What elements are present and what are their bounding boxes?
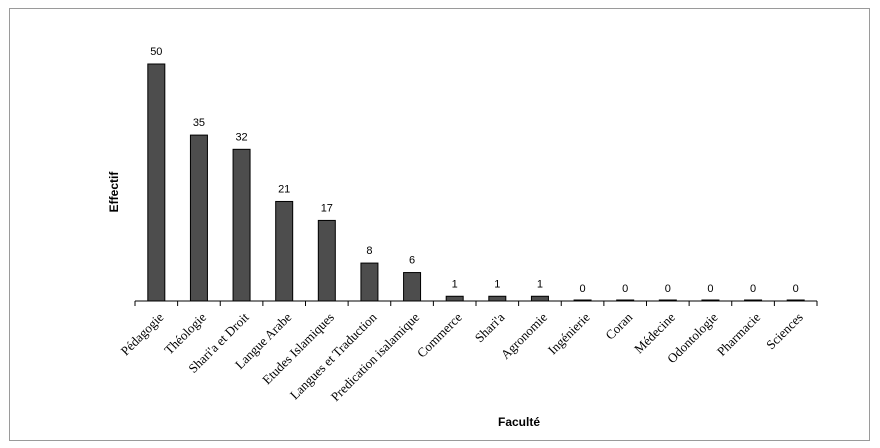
bars	[147, 63, 805, 302]
bar	[189, 134, 208, 302]
data-label: 0	[580, 283, 586, 295]
x-tick-label: Sciences	[763, 310, 806, 353]
bar	[317, 219, 336, 302]
axes	[134, 300, 818, 306]
bar	[360, 262, 379, 302]
data-label: 0	[750, 283, 756, 295]
data-label: 50	[150, 46, 162, 58]
y-axis-title: Effectif	[107, 171, 121, 213]
bar	[488, 295, 507, 302]
x-tick-label: Ingénierie	[545, 309, 593, 357]
x-tick-label: Pédagogie	[118, 309, 167, 358]
x-ticks	[134, 301, 818, 306]
data-label: 0	[665, 283, 671, 295]
data-label: 1	[537, 278, 543, 290]
bar	[445, 295, 464, 302]
bar	[403, 272, 422, 302]
bar	[744, 299, 763, 302]
bar	[147, 63, 166, 302]
value-labels: 50 35 32 21 17 8 6 1 1 1 0 0 0 0 0 0	[150, 46, 799, 295]
bar	[275, 200, 294, 302]
data-label: 0	[622, 283, 628, 295]
x-tick-label: Pharmacie	[714, 309, 764, 359]
data-label: 0	[793, 283, 799, 295]
bar	[232, 148, 251, 302]
data-label: 6	[409, 255, 415, 267]
x-tick-label: Coran	[602, 309, 635, 342]
data-label: 1	[452, 278, 458, 290]
data-label: 17	[321, 202, 333, 214]
x-axis-title: Faculté	[498, 415, 540, 429]
x-tick-label: Shari'a	[472, 309, 508, 345]
bar	[786, 299, 805, 302]
bar	[658, 299, 677, 302]
bar	[701, 299, 720, 302]
x-tick-label: Agronomie	[498, 309, 551, 362]
bar	[573, 299, 592, 302]
data-label: 8	[366, 245, 372, 257]
data-label: 35	[193, 117, 205, 129]
data-label: 32	[235, 131, 247, 143]
bar	[530, 295, 549, 302]
x-tick-label: Commerce	[414, 309, 465, 360]
bar	[616, 299, 635, 302]
data-label: 21	[278, 183, 290, 195]
data-label: 1	[494, 278, 500, 290]
data-label: 0	[707, 283, 713, 295]
